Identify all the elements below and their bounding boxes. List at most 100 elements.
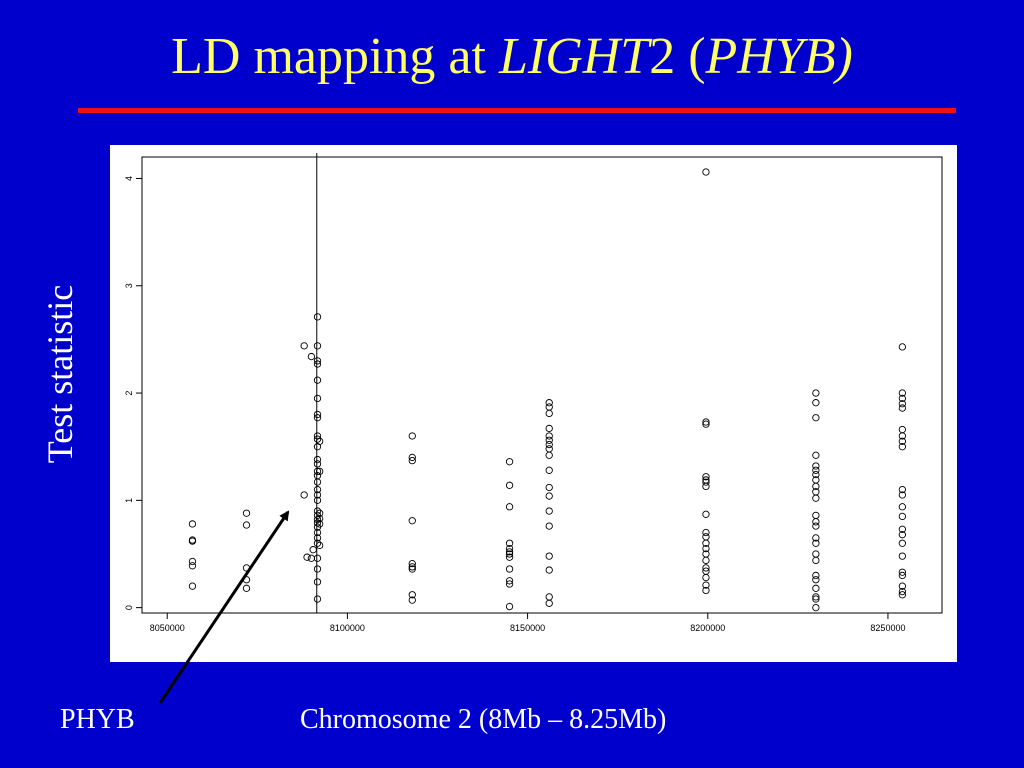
data-point: [812, 399, 820, 407]
data-point: [313, 539, 322, 547]
data-point: [812, 511, 820, 520]
data-point: [505, 553, 514, 561]
data-point: [898, 568, 907, 576]
data-point: [898, 531, 907, 539]
data-point: [505, 602, 514, 611]
data-point: [545, 409, 553, 418]
data-point: [702, 544, 710, 553]
data-point: [313, 376, 322, 384]
data-point: [812, 550, 820, 558]
data-point: [545, 399, 553, 407]
data-point: [812, 522, 820, 530]
data-point: [812, 556, 820, 565]
data-point: [812, 593, 820, 601]
data-point: [188, 520, 197, 528]
y-tick-label: 0: [124, 605, 134, 610]
data-point: [313, 360, 322, 368]
x-tick-label: 8250000: [870, 623, 905, 633]
y-axis-label: Test statistic: [40, 284, 80, 464]
plot-frame: [141, 156, 943, 614]
data-point: [812, 451, 820, 459]
data-point: [898, 343, 907, 351]
data-point: [242, 509, 251, 517]
x-tick-label: 8050000: [150, 623, 185, 633]
data-point: [313, 394, 322, 403]
data-point: [545, 492, 553, 500]
data-point: [898, 394, 907, 403]
data-point: [898, 582, 907, 590]
data-point: [307, 352, 316, 361]
data-point: [505, 539, 514, 547]
data-point: [408, 565, 416, 573]
data-point: [313, 467, 322, 476]
data-point: [316, 467, 324, 476]
y-tick-label: 3: [124, 283, 134, 288]
data-point: [505, 550, 514, 558]
data-point: [545, 440, 553, 449]
data-point: [313, 578, 322, 586]
data-point: [898, 571, 907, 580]
data-point: [702, 510, 710, 518]
data-point: [812, 571, 820, 580]
data-point: [702, 420, 710, 428]
data-point: [505, 503, 514, 511]
data-point: [898, 525, 907, 533]
data-point: [313, 565, 322, 573]
data-point: [898, 404, 907, 412]
data-point: [545, 445, 553, 453]
data-point: [242, 564, 251, 572]
title-underline: [78, 108, 956, 113]
y-tick-label: 2: [124, 391, 134, 396]
data-point: [898, 591, 907, 599]
data-point: [812, 482, 820, 491]
x-tick-label: 8150000: [510, 623, 545, 633]
y-tick-label: 1: [124, 498, 134, 503]
data-point: [702, 473, 710, 481]
data-point: [812, 584, 820, 592]
data-point: [242, 584, 251, 592]
data-point: [812, 595, 820, 603]
data-point: [300, 491, 308, 499]
data-point: [313, 342, 322, 350]
data-point: [309, 546, 317, 554]
data-point: [408, 559, 416, 568]
data-point: [545, 436, 553, 444]
data-point: [313, 554, 322, 562]
phyb-caption: PHYB: [60, 704, 135, 735]
slide-title: LD mapping at LIGHT2 (PHYB): [0, 26, 1024, 88]
data-point: [300, 342, 308, 350]
x-axis-label: Chromosome 2 (8Mb – 8.25Mb): [300, 704, 667, 735]
data-point: [313, 357, 322, 365]
data-point: [898, 389, 907, 397]
data-point: [545, 566, 553, 574]
data-point: [702, 564, 710, 572]
data-point: [898, 587, 907, 596]
data-point: [545, 432, 553, 440]
data-point: [702, 168, 710, 176]
data-point: [313, 507, 322, 515]
data-point: [408, 432, 416, 440]
data-point: [188, 562, 197, 570]
x-tick-label: 8100000: [330, 623, 365, 633]
data-point: [505, 580, 514, 588]
data-point: [313, 414, 322, 422]
data-point: [898, 400, 907, 408]
scatter-plot: 8050000 8100000 8150000 8200000 8250000 0 1 2 3 4: [124, 153, 943, 633]
data-point: [702, 586, 710, 595]
data-point: [545, 599, 553, 607]
data-point: [898, 512, 907, 521]
data-point: [898, 503, 907, 511]
data-point: [316, 520, 324, 528]
data-point: [898, 539, 907, 547]
data-point: [545, 466, 553, 474]
data-point: [188, 582, 197, 590]
data-point: [316, 509, 324, 517]
data-point: [303, 553, 311, 561]
data-point: [545, 507, 553, 515]
data-point: [242, 576, 251, 584]
data-point: [313, 313, 322, 321]
data-point: [408, 563, 416, 571]
x-tick-label: 8200000: [690, 623, 725, 633]
data-point: [702, 478, 710, 486]
data-point: [313, 528, 322, 537]
